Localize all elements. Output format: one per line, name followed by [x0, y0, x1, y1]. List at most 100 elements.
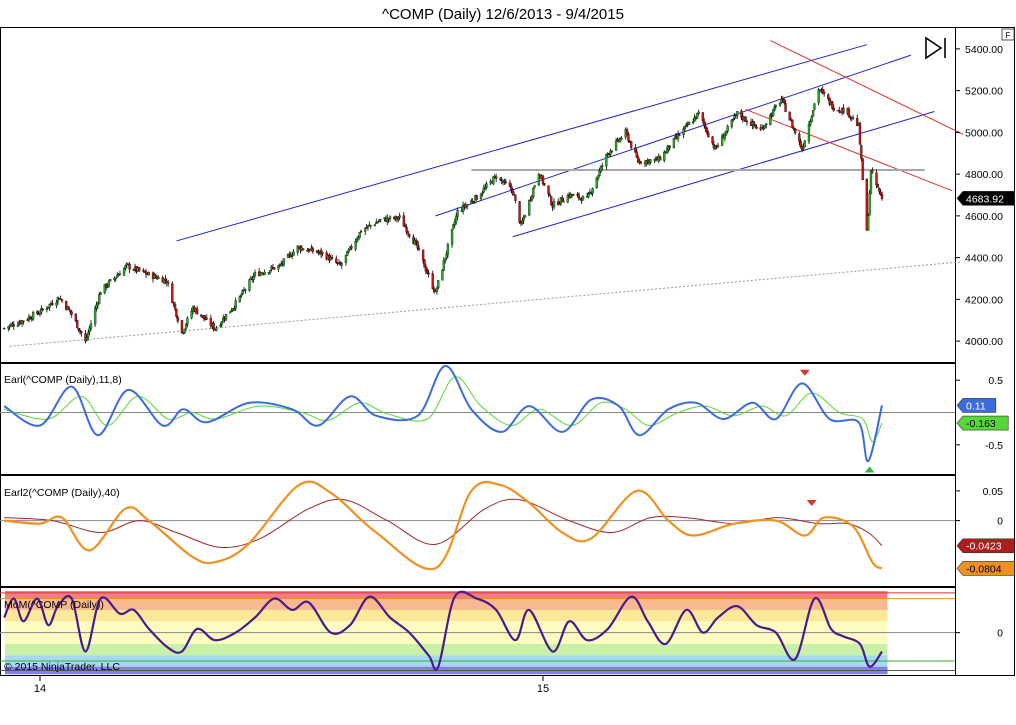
price-line-upper-channel-1 [176, 44, 867, 242]
candle-body [456, 210, 459, 217]
candle-body [76, 320, 79, 328]
candle-body [220, 321, 224, 325]
mom-zone-4 [5, 643, 888, 656]
skip-to-end-icon[interactable] [925, 36, 946, 60]
candle-body [466, 204, 469, 207]
candle-body [55, 302, 58, 306]
earl-marker-buy-1 [864, 466, 875, 473]
candle-body [241, 290, 244, 295]
candle-body [138, 267, 141, 271]
candle-body [847, 108, 851, 117]
earl-y-tick-label-0: 0.5 [988, 375, 1003, 387]
candle-body [186, 317, 189, 325]
candle-body [248, 279, 251, 291]
earl-signal-value-label: -0.163 [956, 415, 1009, 431]
candle-body [234, 300, 237, 309]
candle-body [625, 129, 629, 135]
candle-body [317, 252, 320, 254]
candle-body [85, 337, 89, 341]
candle-body [291, 255, 294, 257]
candle-body [784, 103, 787, 113]
candle-body [849, 115, 852, 118]
candle-body [408, 233, 411, 237]
candle-body [441, 269, 444, 281]
candle-body [639, 161, 642, 164]
candle-body [302, 248, 305, 251]
candle-body [431, 273, 434, 289]
candle-body [60, 299, 64, 302]
earl2-value-label-box [956, 561, 1015, 576]
candle-body [273, 267, 276, 270]
candle-body [668, 145, 671, 148]
candle-body [171, 283, 174, 303]
candle-body [89, 323, 93, 329]
candle-body [807, 123, 811, 142]
candle-body [183, 328, 186, 333]
candle-body [16, 324, 20, 327]
candle-body [842, 107, 845, 114]
panel-corner-button[interactable]: F [1001, 28, 1015, 41]
candle-body [128, 264, 131, 270]
candle-body [716, 145, 720, 147]
candle-body [427, 272, 430, 275]
x-tick-label-0: 14 [34, 683, 46, 695]
candle-body [99, 292, 102, 295]
candle-body [229, 311, 232, 314]
candle-body [366, 225, 370, 228]
candle-body [3, 327, 6, 330]
earl-marker-sell-0 [799, 369, 810, 376]
candle-body [822, 91, 826, 94]
candle-body [810, 116, 813, 122]
candle-body [74, 313, 77, 322]
candle-body [492, 176, 495, 185]
candle-body [485, 183, 488, 188]
candle-body [831, 101, 834, 109]
candle-body [610, 150, 614, 152]
candle-body [788, 111, 791, 121]
candle-body [379, 219, 382, 221]
candle-body [70, 311, 73, 315]
earl-series-earl [3, 364, 883, 463]
candle-body [416, 241, 419, 249]
candle-body [529, 199, 532, 201]
candle-body [658, 156, 662, 161]
candle-body [591, 188, 594, 194]
earl-signal-value-label-text: -0.163 [966, 418, 996, 430]
candle-body [778, 102, 782, 106]
candle-body [869, 170, 873, 194]
candle-body [107, 280, 111, 287]
candle-body [184, 324, 188, 329]
candle-body [851, 117, 855, 119]
candle-body [763, 125, 767, 129]
earl-value-label: 0.11 [956, 398, 997, 413]
candle-body [532, 188, 535, 197]
candle-body [880, 193, 884, 200]
candle-body [721, 135, 724, 146]
candle-body [95, 304, 98, 309]
candle-body [354, 241, 357, 250]
candle-body [813, 103, 816, 110]
price-y-tick-label-2: 4400.00 [965, 253, 1003, 265]
earl-y-tick-label-1: -0.5 [985, 440, 1003, 452]
candle-body [562, 201, 565, 203]
candle-body [346, 251, 349, 256]
candle-body [561, 197, 564, 202]
candle-body [705, 127, 709, 134]
price-y-tick-label-6: 5200.00 [965, 86, 1003, 98]
candle-body [856, 118, 859, 126]
candle-body [635, 151, 638, 158]
earl-value-label-text: 0.11 [966, 400, 986, 412]
earl2-signal-value-label-text: -0.0423 [966, 541, 1002, 553]
earl-signal-value-label-box [956, 415, 1009, 431]
candle-body [577, 193, 580, 199]
candle-body [423, 259, 426, 268]
candle-body [771, 109, 775, 116]
candle-body [701, 112, 705, 121]
candle-body [481, 192, 484, 195]
candle-body [22, 320, 25, 322]
candle-body [508, 182, 512, 187]
price-last-value-label: 4683.92 [956, 191, 1015, 206]
candle-body [821, 89, 824, 92]
candle-body [38, 312, 42, 315]
